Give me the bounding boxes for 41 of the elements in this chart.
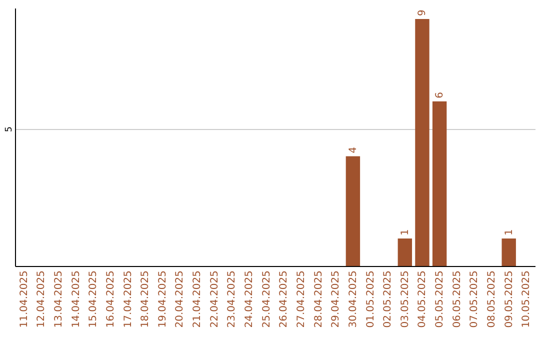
x-tick-label: 28.04.2025: [313, 270, 324, 328]
x-tick-label: 30.04.2025: [348, 270, 359, 328]
x-tick-label: 24.04.2025: [244, 270, 256, 328]
data-label: 9: [417, 10, 428, 16]
x-tick-label: 25.04.2025: [261, 270, 272, 328]
bar: [346, 156, 360, 266]
x-tick-label: 26.04.2025: [278, 270, 290, 328]
x-tick-label: 07.05.2025: [469, 270, 480, 328]
x-tick-label: 06.05.2025: [452, 270, 463, 328]
x-tick-label: 12.04.2025: [36, 270, 48, 328]
bar: [502, 238, 516, 266]
x-tick-label: 01.05.2025: [365, 270, 376, 328]
x-tick-label: 04.05.2025: [417, 270, 428, 328]
x-tick-label: 17.04.2025: [122, 270, 134, 328]
x-tick-label: 20.04.2025: [174, 270, 186, 328]
x-tick-label: 08.05.2025: [486, 270, 498, 328]
data-label: 1: [400, 229, 411, 236]
x-tick-label: 16.04.2025: [105, 270, 116, 328]
data-label: 6: [434, 92, 446, 98]
bar: [415, 18, 430, 266]
x-tick-label: 15.04.2025: [88, 270, 100, 328]
y-tick-label: 5: [4, 126, 14, 132]
x-tick-label: 14.04.2025: [70, 270, 82, 328]
x-tick-label: 23.04.2025: [226, 270, 238, 328]
x-tick-label: 03.05.2025: [400, 270, 411, 328]
x-tick-label: 19.04.2025: [157, 270, 168, 328]
x-tick-label: 27.04.2025: [296, 270, 307, 328]
x-tick-label: 09.05.2025: [504, 270, 515, 328]
x-tick-label: 02.05.2025: [382, 270, 394, 328]
x-tick-label: 22.04.2025: [209, 270, 220, 328]
x-tick-label: 18.04.2025: [140, 270, 152, 328]
x-tick-label: 13.04.2025: [53, 270, 64, 328]
x-tick-label: 10.05.2025: [521, 270, 532, 328]
data-label: 1: [504, 229, 515, 236]
bar: [432, 101, 447, 266]
bar: [398, 238, 412, 266]
x-tick-label: 05.05.2025: [434, 270, 446, 328]
x-tick-label: 29.04.2025: [330, 270, 342, 328]
x-tick-label: 11.04.2025: [18, 270, 30, 328]
x-tick-label: 21.04.2025: [192, 270, 204, 328]
data-label: 4: [348, 146, 359, 154]
